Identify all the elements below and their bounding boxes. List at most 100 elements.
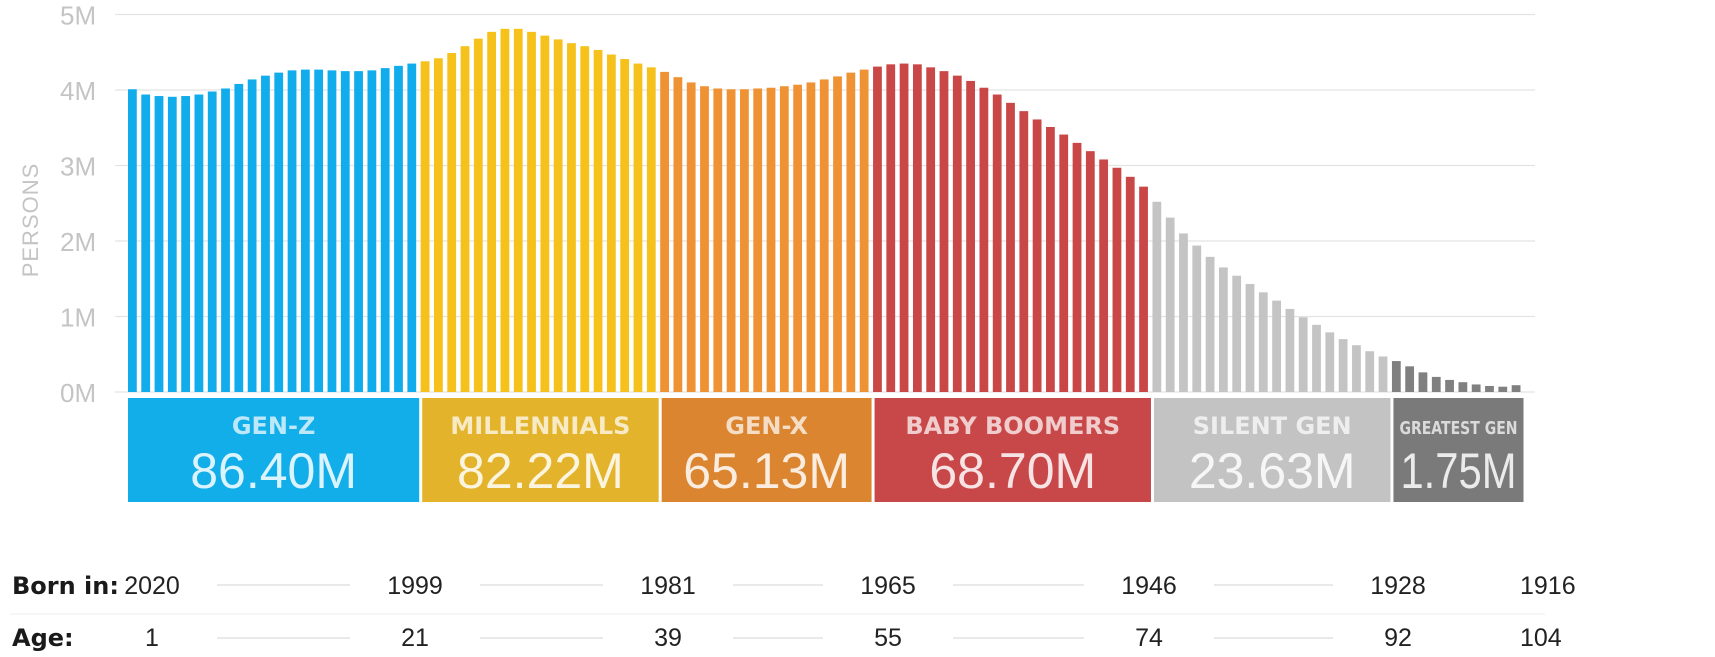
bar: [1445, 379, 1454, 392]
born-in-year: 1981: [640, 572, 696, 600]
y-tick-label: 1M: [60, 303, 96, 333]
generation-total: 82.22M: [457, 443, 624, 499]
bar: [527, 31, 536, 393]
bar: [580, 46, 590, 393]
bar: [1232, 275, 1242, 392]
born-in-year: 1928: [1370, 572, 1426, 600]
bar: [1352, 345, 1361, 392]
bar: [1165, 217, 1175, 392]
bar: [1152, 201, 1162, 392]
bar: [300, 69, 310, 393]
generation-total: 68.70M: [929, 443, 1096, 499]
bar: [926, 67, 936, 392]
bar: [314, 69, 324, 393]
bar: [859, 69, 869, 393]
bar: [354, 71, 363, 393]
born-in-label: Born in:: [12, 572, 119, 600]
bar: [287, 70, 297, 393]
bar: [167, 96, 177, 393]
bar: [1085, 151, 1095, 392]
bar: [593, 49, 603, 392]
bar: [194, 94, 204, 392]
age-value: 1: [145, 624, 159, 652]
bar: [128, 89, 137, 392]
bar: [740, 89, 749, 392]
bar: [793, 84, 803, 393]
bar: [553, 39, 563, 393]
bar: [1365, 351, 1375, 392]
bar: [261, 75, 270, 393]
bar: [327, 70, 337, 393]
bar: [540, 35, 550, 392]
bar: [646, 67, 656, 392]
generation-total: 23.63M: [1189, 443, 1356, 499]
bar: [207, 91, 217, 392]
bar: [1112, 167, 1122, 392]
bar: [1125, 176, 1135, 392]
bar: [992, 94, 1002, 392]
y-tick-label: 0M: [60, 378, 96, 408]
bar: [660, 71, 669, 392]
timeline-rows: Born in: Age: 2020 1999 1981 1965 1946 1928 19…: [10, 572, 1576, 652]
bar: [819, 79, 829, 393]
age-value: 55: [874, 624, 902, 652]
bar: [1218, 267, 1228, 392]
bar: [1378, 356, 1388, 392]
bar: [1046, 127, 1055, 392]
bar: [899, 63, 909, 392]
bar: [1498, 386, 1508, 392]
bar: [1338, 339, 1348, 392]
age-value: 74: [1135, 624, 1163, 652]
bar: [513, 28, 523, 392]
bar: [779, 86, 789, 392]
bar: [753, 88, 763, 393]
bar: [380, 68, 390, 393]
bar: [1179, 233, 1188, 392]
bar: [1006, 102, 1015, 392]
bar: [1418, 372, 1428, 392]
bar: [1431, 376, 1441, 392]
born-in-year: 1946: [1121, 572, 1177, 600]
bar: [686, 82, 696, 392]
bar: [1391, 361, 1401, 392]
bar: [673, 77, 683, 393]
bar: [141, 94, 151, 392]
bar: [1099, 159, 1109, 392]
born-in-year: 2020: [124, 572, 180, 600]
bar: [1312, 324, 1321, 392]
born-in-year: 1916: [1520, 572, 1576, 600]
bar: [1471, 384, 1481, 392]
bar: [234, 83, 244, 393]
bar: [420, 61, 430, 393]
bar: [1059, 134, 1069, 393]
generation-name: GREATEST GEN: [1399, 418, 1517, 439]
bar: [567, 43, 576, 392]
bars: [128, 28, 1521, 393]
bar: [1298, 317, 1308, 392]
bar: [606, 54, 616, 393]
bar: [1072, 142, 1082, 392]
bar: [1192, 245, 1202, 392]
bar: [700, 86, 709, 392]
y-axis-label: PERSONS: [18, 163, 43, 278]
bar: [487, 31, 497, 393]
generation-box: [128, 398, 420, 502]
bar: [833, 76, 842, 392]
bar: [221, 88, 230, 393]
bar: [500, 28, 510, 392]
bar: [407, 63, 417, 392]
bar: [1405, 366, 1415, 392]
bar: [1272, 300, 1281, 392]
generation-boxes: GEN-Z 86.40M MILLENNIALS 82.22M GEN-X 65.13M B…: [128, 398, 1524, 502]
bar: [1511, 385, 1521, 392]
bar: [460, 46, 470, 393]
bar: [447, 53, 457, 392]
generation-name: GEN-Z: [232, 412, 316, 440]
bar: [274, 72, 284, 392]
bar: [1019, 111, 1029, 392]
generation-total: 1.75M: [1400, 443, 1516, 499]
generation-box: [422, 398, 659, 502]
bar: [1032, 119, 1042, 392]
bar: [1258, 292, 1268, 392]
